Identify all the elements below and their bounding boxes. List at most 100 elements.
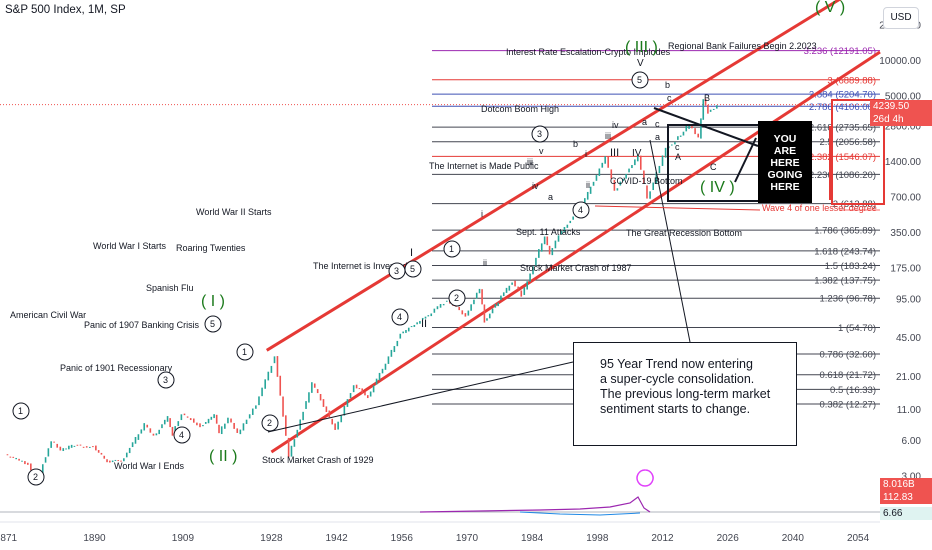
price-candle [592, 181, 595, 186]
price-candle [149, 428, 152, 433]
price-candle [399, 333, 402, 339]
annotation-regional-bank: Regional Bank Failures Begin 2.2023 [668, 41, 817, 51]
x-tick-label: 2012 [651, 533, 674, 544]
price-candle [625, 173, 627, 179]
x-tick-label: 1871 [0, 533, 18, 544]
price-candle [245, 419, 248, 425]
price-candle [661, 155, 664, 166]
x-tick-label: 1956 [391, 533, 414, 544]
price-candle [671, 144, 673, 146]
arrow-to-callout [653, 107, 759, 147]
price-candle [89, 446, 91, 448]
price-candle [439, 303, 442, 308]
price-candle [387, 356, 390, 364]
flash-icon [636, 469, 654, 487]
x-tick-label: 1998 [586, 533, 609, 544]
wave-circle [157, 371, 175, 389]
wave-circle [404, 260, 422, 278]
price-candle [70, 444, 73, 448]
price-candle [511, 282, 513, 285]
price-candle [68, 445, 70, 450]
price-candle [233, 422, 235, 429]
price-candle [56, 443, 59, 448]
wave-minor-label: C [710, 162, 717, 172]
price-candle [464, 313, 467, 317]
price-candle [106, 459, 108, 463]
fib-level-label: 0.786 (32.60) [819, 349, 876, 360]
price-candle [478, 288, 481, 294]
wave-minor-label: b [665, 80, 670, 90]
wave-minor-label: I [410, 247, 413, 259]
price-candle [546, 236, 549, 246]
price-candle [143, 423, 146, 431]
price-candle [364, 391, 366, 396]
wave-circle [391, 308, 409, 326]
annotation-ww2-starts: World War II Starts [196, 207, 272, 217]
price-candle [526, 281, 528, 290]
wave-circle [443, 240, 461, 258]
price-candle [458, 306, 460, 311]
price-candle [279, 375, 282, 396]
price-candle [500, 295, 502, 301]
price-candle [557, 235, 560, 242]
price-candle [664, 147, 667, 158]
annotation-wave4-lesser: Wave 4 of one lesser degree [762, 203, 877, 213]
price-candle [224, 423, 226, 429]
x-tick-label: 1970 [456, 533, 479, 544]
price-candle [419, 320, 421, 324]
price-candle [273, 356, 276, 364]
wave-minor-label: 4 [578, 205, 583, 215]
annotation-great-recession: The Great Recession Bottom [626, 228, 742, 238]
price-candle [50, 441, 52, 448]
price-candle [396, 340, 399, 347]
price-candle [65, 448, 67, 450]
price-candle [372, 385, 375, 393]
price-candle [366, 395, 369, 399]
price-candle [53, 441, 55, 443]
wave-circle [204, 315, 222, 333]
price-candle [424, 316, 427, 319]
x-tick-label: 1984 [521, 533, 544, 544]
price-candle [586, 191, 589, 200]
price-candle [407, 327, 410, 332]
wave-label-II: ( II ) [209, 448, 237, 465]
wave-circle [448, 289, 466, 307]
price-candle [76, 444, 79, 446]
price-candle [631, 165, 633, 169]
price-candle [540, 243, 543, 252]
price-candle [41, 464, 44, 474]
price-candle [523, 287, 526, 295]
price-candle [543, 236, 546, 245]
price-candle [163, 419, 166, 425]
price-candle [82, 446, 85, 448]
currency-selector[interactable]: USD [883, 7, 919, 29]
price-candle [171, 426, 174, 436]
fib-level-label: 1.236 (96.78) [819, 294, 876, 305]
wave-minor-label: c [667, 93, 672, 103]
major-wave-labels: ( I ) ( II ) ( III ) ( IV ) ( V ) [201, 0, 845, 465]
price-candle [514, 280, 516, 287]
price-candle [697, 133, 700, 138]
annotation-crash-1987: Stock Market Crash of 1987 [520, 263, 632, 273]
annotation-ww1-ends: World War I Ends [114, 461, 185, 471]
wave-minor-label: iv [532, 181, 539, 191]
price-candle [390, 349, 393, 357]
indicator-value-3: 6.66 [880, 507, 932, 520]
price-candle [189, 418, 192, 421]
price-candle [589, 186, 592, 194]
price-candle [488, 313, 491, 319]
price-candle [694, 128, 696, 135]
price-candle [285, 415, 287, 436]
price-candle [361, 388, 363, 394]
price-candle [287, 437, 290, 457]
price-candle [334, 423, 336, 430]
price-candle [319, 394, 322, 401]
note-pointer [649, 139, 691, 343]
price-candle [186, 416, 189, 418]
x-tick-label: 1890 [83, 533, 106, 544]
wave-minor-label: B [704, 93, 710, 103]
price-candle [255, 405, 257, 409]
price-candle [311, 382, 313, 393]
price-candle [73, 445, 76, 447]
